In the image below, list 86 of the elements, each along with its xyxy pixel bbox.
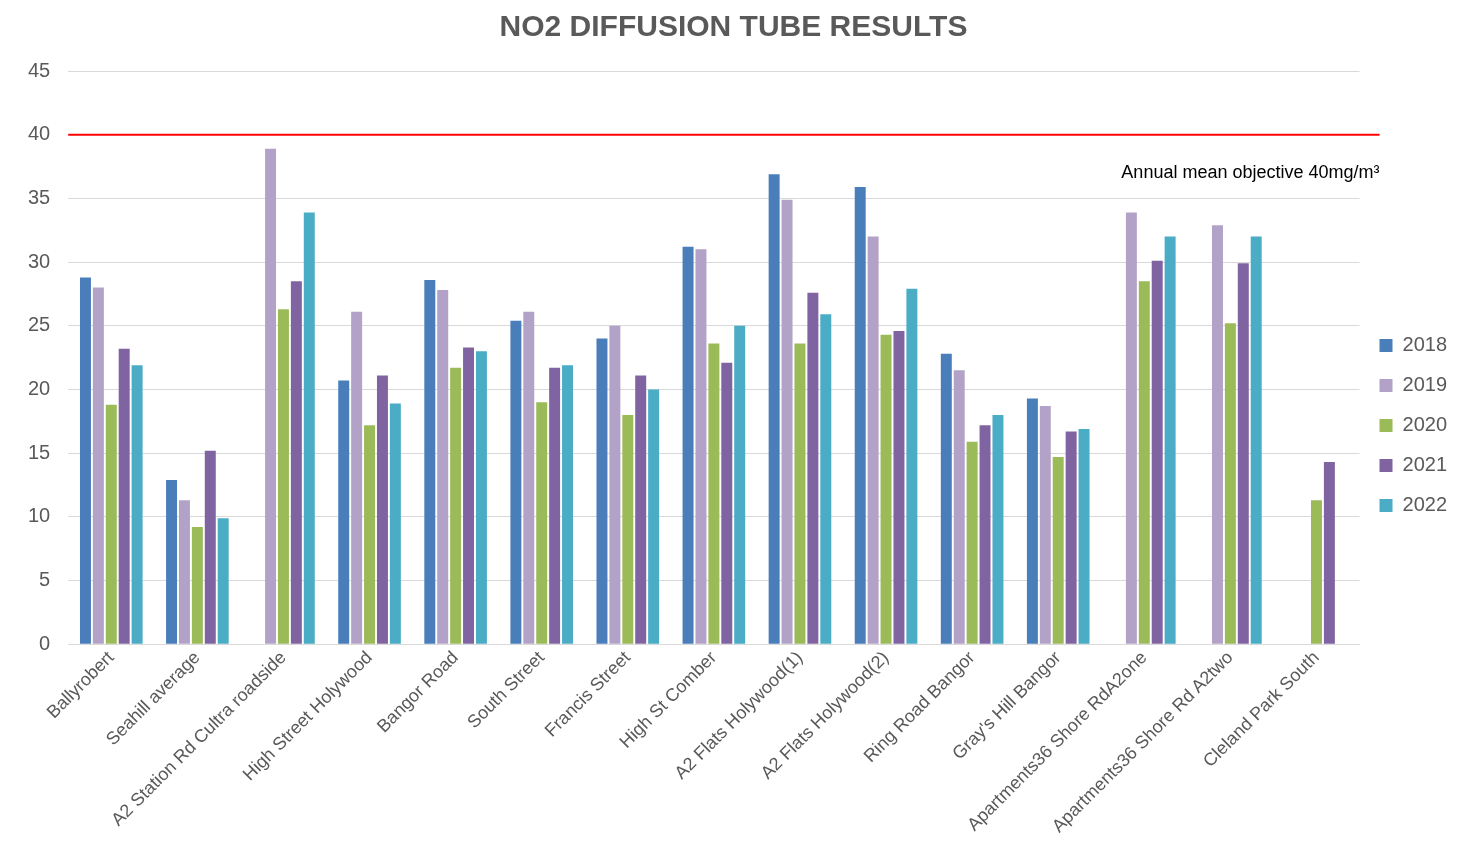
y-tick-label: 40 [28,122,51,145]
legend-label: 2018 [1402,333,1448,356]
bar [1078,428,1090,644]
bar [768,174,780,644]
bar [1211,225,1223,644]
ref-line-label: Annual mean objective 40mg/m³ [1121,161,1380,182]
bar [338,380,350,644]
bar [695,249,707,644]
y-tick-label: 0 [39,631,51,654]
bar [92,287,104,644]
bar [450,367,462,644]
legend-label: 2020 [1402,413,1448,436]
bar [1237,263,1249,644]
bar [596,338,608,644]
bar [217,518,229,644]
bar [953,370,965,644]
bar [303,212,315,644]
bar [79,277,91,644]
bar [389,403,401,644]
bar [979,425,991,644]
bar [364,425,376,644]
bar [1026,398,1038,644]
bar [351,311,363,644]
bar [807,292,819,644]
bar [794,343,806,644]
bar [1323,462,1335,644]
bar [105,404,117,644]
y-tick-label: 15 [28,440,51,463]
bar [523,311,535,644]
y-tick-label: 25 [28,313,51,336]
bar [1125,212,1137,644]
bar [204,450,216,644]
bar [867,236,879,644]
y-tick-label: 30 [28,249,51,272]
bar [475,351,487,644]
bar [178,500,190,644]
y-tick-label: 5 [39,568,51,591]
bar [906,288,918,644]
bar [1224,323,1236,644]
bar [880,334,892,644]
bar [893,330,905,644]
bar [648,389,660,644]
bar [1164,236,1176,644]
bar [966,441,978,644]
bar [1065,431,1077,644]
legend-label: 2022 [1402,493,1448,516]
bar [721,362,733,644]
legend-label: 2021 [1402,453,1448,476]
bar [1310,500,1322,644]
bar [734,325,746,644]
bar [820,314,832,644]
bar [854,186,866,644]
bar [562,365,574,644]
y-tick-label: 20 [28,377,51,399]
bar [609,325,621,644]
bar [510,320,522,644]
bar [549,367,561,644]
bar [1250,236,1262,644]
bar [940,353,952,644]
bar [1138,281,1150,644]
bar [166,479,178,644]
bar [265,148,277,644]
y-tick-label: 45 [28,58,51,81]
legend-label: 2019 [1402,373,1448,396]
bar [1151,260,1163,644]
bar [290,281,302,644]
bar [1052,457,1064,644]
bar [992,414,1004,644]
bar [437,290,449,644]
bar [424,279,436,644]
bar [708,343,720,644]
bar [376,375,388,644]
bar [1039,406,1051,644]
bar [781,199,793,644]
bar [635,375,647,644]
chart-title: NO2 DIFFUSION TUBE RESULTS [499,9,968,43]
bar [277,309,289,644]
bar [682,246,694,644]
bar [622,414,634,644]
bar [131,365,143,644]
bar [536,402,548,644]
bar [463,347,475,644]
bar [191,527,203,644]
y-tick-label: 35 [28,185,51,208]
bar [118,348,130,644]
y-tick-label: 10 [28,504,51,527]
